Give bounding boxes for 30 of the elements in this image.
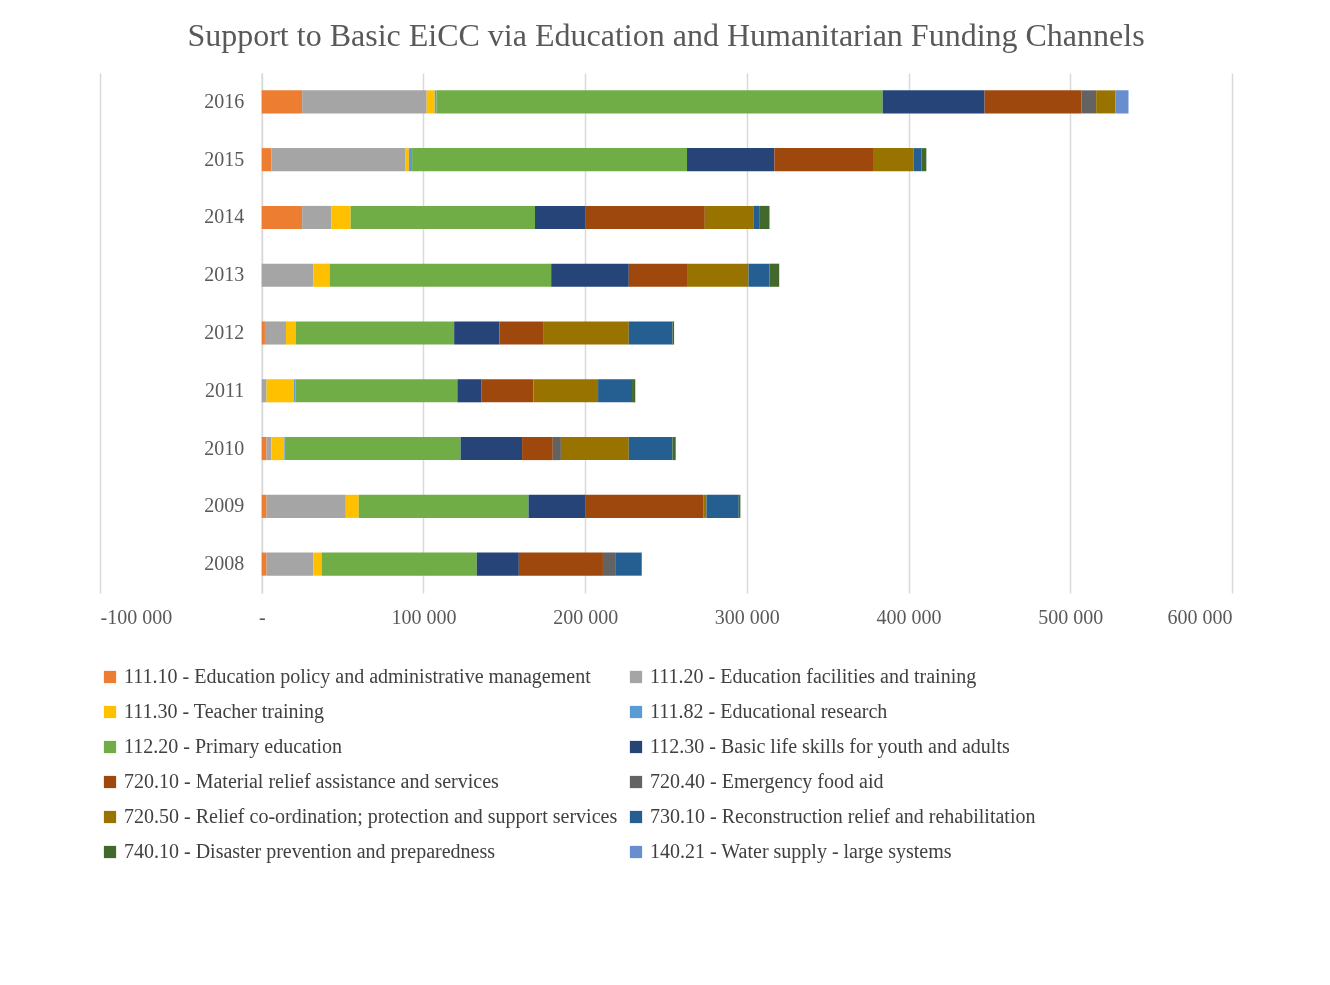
y-tick-label: 2009 xyxy=(204,494,245,517)
legend-label: 111.30 - Teacher training xyxy=(124,700,325,723)
legend-label: 112.20 - Primary education xyxy=(124,735,343,758)
legend-label: 140.21 - Water supply - large systems xyxy=(650,840,952,863)
x-tick-label: 100 000 xyxy=(391,605,457,628)
legend-label: 720.40 - Emergency food aid xyxy=(650,770,884,793)
legend-label: 720.10 - Material relief assistance and services xyxy=(124,770,500,792)
legend-label: 111.82 - Educational research xyxy=(650,700,888,722)
legend-label: 730.10 - Reconstruction relief and rehabilitation xyxy=(650,805,1036,827)
y-tick-label: 2010 xyxy=(204,436,245,459)
x-tick-label: 300 000 xyxy=(714,605,780,628)
chart-title: Support to Basic EiCC via Education and Humanitarian Funding Channels xyxy=(187,17,1145,53)
y-tick-label: 2008 xyxy=(204,552,245,575)
legend-label: 720.50 - Relief co-ordination; protection and support services xyxy=(124,805,618,828)
y-tick-label: 2012 xyxy=(204,321,245,343)
x-tick-label: - xyxy=(258,605,266,628)
x-tick-label: -100 000 xyxy=(100,605,173,628)
y-tick-label: 2013 xyxy=(204,263,245,286)
y-tick-label: 2015 xyxy=(204,147,245,170)
x-tick-label: 500 000 xyxy=(1038,605,1104,628)
legend-label: 112.30 - Basic life skills for youth and adults xyxy=(650,735,1010,758)
legend-label: 111.20 - Education facilities and training xyxy=(650,665,977,688)
legend-label: 111.10 - Education policy and administrative management xyxy=(124,665,592,688)
x-tick-label: 600 000 xyxy=(1167,605,1233,628)
x-tick-label: 200 000 xyxy=(553,605,619,628)
y-tick-label: 2016 xyxy=(204,89,245,112)
legend-label: 740.10 - Disaster prevention and preparedness xyxy=(124,840,496,863)
x-tick-label: 400 000 xyxy=(876,605,942,628)
y-tick-label: 2014 xyxy=(204,205,245,228)
y-tick-label: 2011 xyxy=(204,378,245,401)
